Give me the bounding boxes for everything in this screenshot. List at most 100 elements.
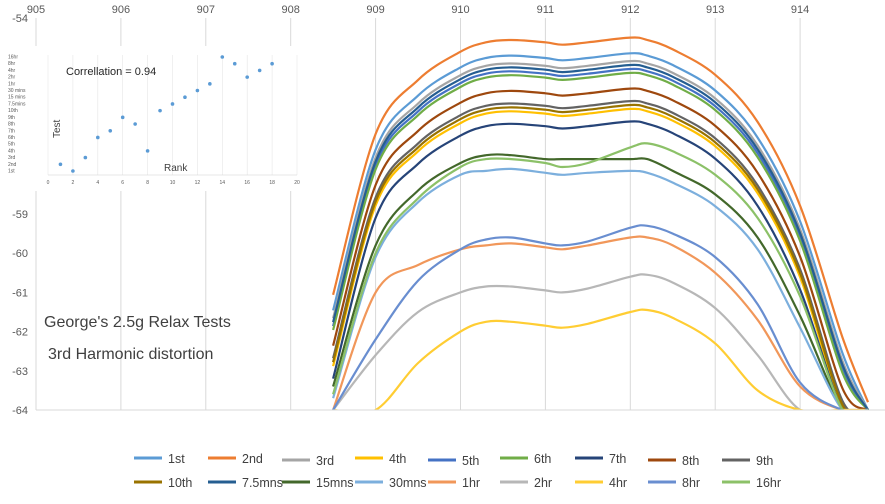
legend-label: 30mns — [389, 476, 427, 490]
series-line-8hr — [332, 224, 868, 410]
series-line-16hr — [332, 142, 868, 410]
inset-point — [120, 115, 125, 120]
inset-point — [71, 169, 75, 173]
annotation-title: George's 2.5g Relax Tests — [44, 314, 231, 331]
inset-y-tick-label: 16hr — [8, 55, 18, 61]
inset-y-tick-label: 10th — [8, 108, 18, 114]
inset-background — [4, 46, 300, 191]
inset-y-tick-label: 6th — [8, 135, 15, 141]
legend-label: 1st — [168, 452, 185, 466]
inset-point — [195, 88, 200, 93]
inset-y-label: Test — [52, 119, 63, 138]
inset-x-tick-label: 6 — [121, 180, 124, 186]
series-line-30mns — [332, 167, 868, 410]
inset-y-tick-label: 8th — [8, 122, 15, 128]
inset-point — [83, 155, 88, 160]
legend-label: 2hr — [534, 476, 552, 490]
inset-x-tick-label: 0 — [47, 180, 50, 186]
legend-label: 8hr — [682, 476, 700, 490]
inset-x-tick-label: 12 — [195, 180, 201, 186]
y-tick-label: -60 — [12, 248, 28, 260]
series-line-3rd — [332, 59, 869, 410]
y-tick-label: -62 — [12, 327, 28, 339]
x-tick-label: 908 — [282, 4, 300, 16]
x-tick-label: 905 — [27, 4, 45, 16]
x-tick-label: 914 — [791, 4, 809, 16]
x-tick-label: 906 — [112, 4, 130, 16]
legend-label: 5th — [462, 454, 479, 468]
y-tick-label: -59 — [12, 209, 28, 221]
inset-y-tick-label: 2nd — [8, 162, 17, 168]
inset-x-tick-label: 20 — [294, 180, 300, 186]
series-line-5th — [332, 67, 869, 410]
legend-label: 9th — [756, 454, 773, 468]
inset-point — [270, 61, 274, 66]
series-line-15mns — [332, 153, 868, 410]
y-tick-label: -63 — [12, 366, 28, 378]
series-line-6th — [332, 71, 869, 410]
x-tick-label: 913 — [706, 4, 724, 16]
series-line-2hr — [332, 273, 868, 410]
inset-x-tick-label: 8 — [146, 180, 149, 186]
inset-y-tick-label: 30 mins — [8, 88, 26, 94]
inset-x-tick-label: 16 — [244, 180, 250, 186]
inset-y-tick-label: 9th — [8, 115, 15, 121]
x-tick-label: 909 — [366, 4, 384, 16]
inset-annotation: Correllation = 0.94 — [66, 66, 156, 78]
series-line-10th — [332, 103, 869, 410]
y-tick-label: -61 — [12, 287, 28, 299]
inset-point — [170, 102, 175, 106]
legend-label: 7th — [609, 452, 626, 466]
annotation-subtitle: 3rd Harmonic distortion — [48, 346, 213, 363]
legend-label: 7.5mns — [242, 476, 283, 490]
legend-label: 4th — [389, 452, 406, 466]
y-tick-label: -64 — [12, 405, 28, 417]
inset-point — [220, 55, 225, 59]
legend-label: 16hr — [756, 476, 781, 490]
x-tick-label: 910 — [451, 4, 469, 16]
legend-label: 1hr — [462, 476, 480, 490]
inset-point — [245, 75, 249, 79]
inset-x-tick-label: 18 — [269, 180, 275, 186]
legend-label: 6th — [534, 452, 551, 466]
series-line-9th — [332, 99, 869, 410]
inset-point — [158, 108, 162, 113]
series-line-1st — [332, 52, 870, 410]
legend-label: 4hr — [609, 476, 627, 490]
inset-y-tick-label: 2hr — [8, 75, 16, 81]
legend: 1st 2nd 3rd 4th 5th 6th 7th 8th 9th 10th 7.5mns 15m… — [134, 452, 781, 490]
inset-point — [108, 128, 113, 133]
series-line-7th — [332, 120, 868, 410]
inset-point — [183, 95, 187, 100]
legend-label: 15mns — [316, 476, 354, 490]
series-line-7-5mns — [332, 63, 869, 410]
inset-y-tick-label: 5th — [8, 142, 15, 148]
legend-label: 10th — [168, 476, 192, 490]
inset-point — [257, 68, 262, 73]
inset-y-tick-label: 4th — [8, 148, 15, 154]
legend-label: 3rd — [316, 454, 334, 468]
inset-y-tick-label: 15 mins — [8, 95, 26, 101]
inset-point — [96, 135, 100, 140]
inset-y-tick-label: 1hr — [8, 81, 16, 87]
series-line-8th — [332, 87, 869, 410]
inset-point — [145, 149, 150, 153]
x-tick-label: 912 — [621, 4, 639, 16]
inset-y-tick-label: 8hr — [8, 61, 16, 67]
legend-label: 8th — [682, 454, 699, 468]
inset-x-tick-label: 14 — [220, 180, 226, 186]
inset-y-tick-label: 1st — [8, 169, 15, 175]
legend-label: 2nd — [242, 452, 263, 466]
inset-y-tick-label: 7.5mins — [8, 101, 26, 107]
inset-point — [208, 82, 212, 86]
series-line-4th — [332, 107, 869, 410]
inset-point — [58, 162, 63, 167]
inset-y-tick-label: 3rd — [8, 155, 15, 161]
inset-x-label: Rank — [164, 163, 188, 174]
x-tick-label: 911 — [537, 4, 555, 16]
series-line-1hr — [332, 235, 868, 410]
inset-x-tick-label: 2 — [72, 180, 75, 186]
inset-point — [232, 61, 237, 66]
inset-y-tick-label: 7th — [8, 128, 15, 134]
